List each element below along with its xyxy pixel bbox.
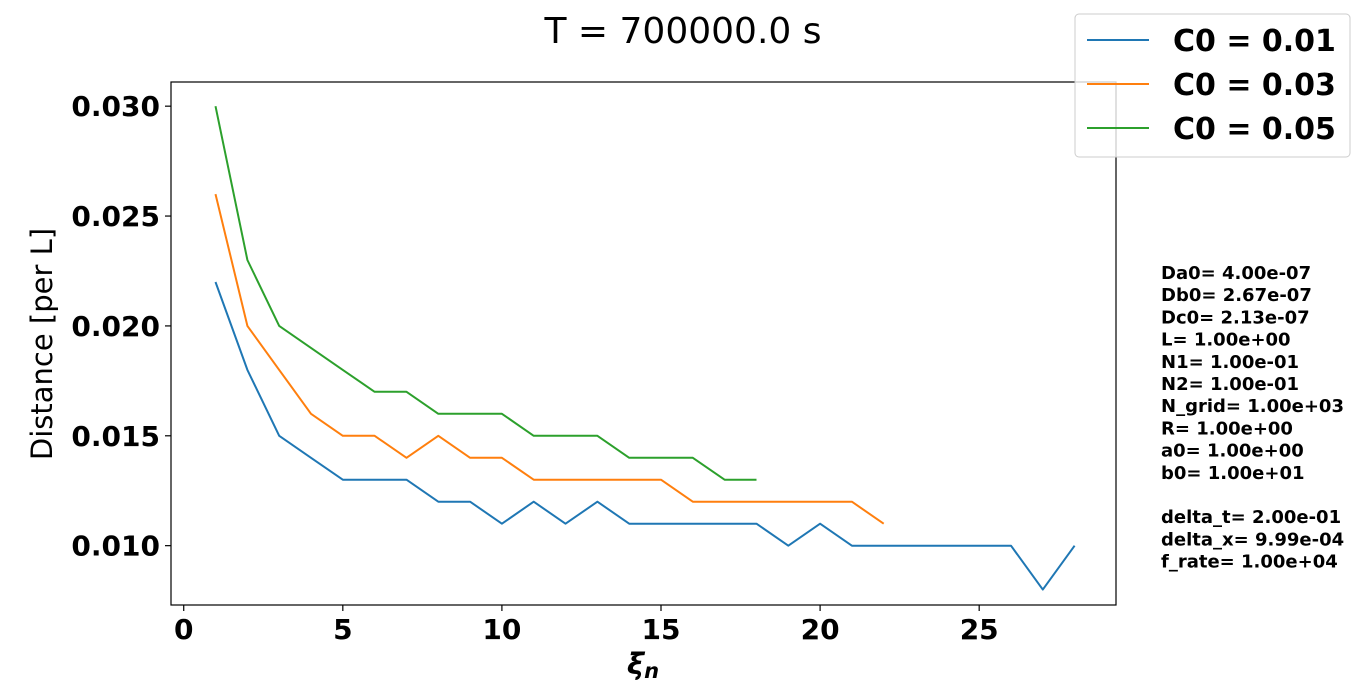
parameter-line: delta_t= 2.00e-01	[1161, 507, 1341, 528]
x-tick-label: 25	[960, 613, 999, 646]
series-lines	[214, 105, 1076, 591]
legend-box	[1074, 13, 1351, 158]
parameter-line: N_grid= 1.00e+03	[1161, 396, 1344, 417]
y-tick-label: 0.030	[71, 90, 160, 123]
y-tick-label: 0.025	[71, 200, 160, 233]
plot-area-frame	[170, 81, 1117, 606]
x-tick-label: 10	[482, 613, 521, 646]
x-axis-title: ξn	[627, 647, 659, 681]
x-tick-label: 0	[174, 613, 193, 646]
parameter-line: Dc0= 2.13e-07	[1161, 307, 1310, 328]
parameter-line: f_rate= 1.00e+04	[1161, 552, 1338, 573]
parameter-line: R= 1.00e+00	[1161, 418, 1293, 439]
legend-label-1: C0 = 0.01	[1173, 24, 1336, 59]
chart-title: T = 700000.0 s	[543, 11, 821, 52]
legend-label-2: C0 = 0.03	[1173, 68, 1336, 103]
x-axis-title-symbol: ξ	[627, 647, 646, 681]
x-axis-ticks: 0 5 10 15 20 25	[174, 605, 999, 646]
x-tick-label: 15	[642, 613, 681, 646]
series-line-2	[214, 193, 885, 525]
legend: C0 = 0.01 C0 = 0.03 C0 = 0.05	[1074, 13, 1351, 158]
x-tick-label: 5	[333, 613, 352, 646]
y-axis-ticks: 0.010 0.015 0.020 0.025 0.030	[71, 90, 171, 563]
parameter-line: N2= 1.00e-01	[1161, 374, 1299, 395]
parameter-line: L= 1.00e+00	[1161, 330, 1291, 351]
x-axis-title-subscript: n	[644, 659, 659, 681]
y-tick-label: 0.010	[71, 530, 160, 563]
parameter-line: a0= 1.00e+00	[1161, 441, 1304, 462]
parameter-line: b0= 1.00e+01	[1161, 463, 1305, 484]
series-line-1	[214, 281, 1076, 591]
series-line-3	[214, 105, 757, 481]
y-axis-title: Distance [per L]	[25, 228, 59, 460]
x-tick-label: 20	[801, 613, 840, 646]
y-tick-label: 0.020	[71, 310, 160, 343]
y-tick-label: 0.015	[71, 420, 160, 453]
parameter-line: delta_x= 9.99e-04	[1161, 529, 1344, 550]
legend-label-3: C0 = 0.05	[1173, 112, 1336, 147]
parameter-line: Da0= 4.00e-07	[1161, 263, 1311, 284]
parameter-line: Db0= 2.67e-07	[1161, 285, 1312, 306]
parameter-line: N1= 1.00e-01	[1161, 352, 1299, 373]
